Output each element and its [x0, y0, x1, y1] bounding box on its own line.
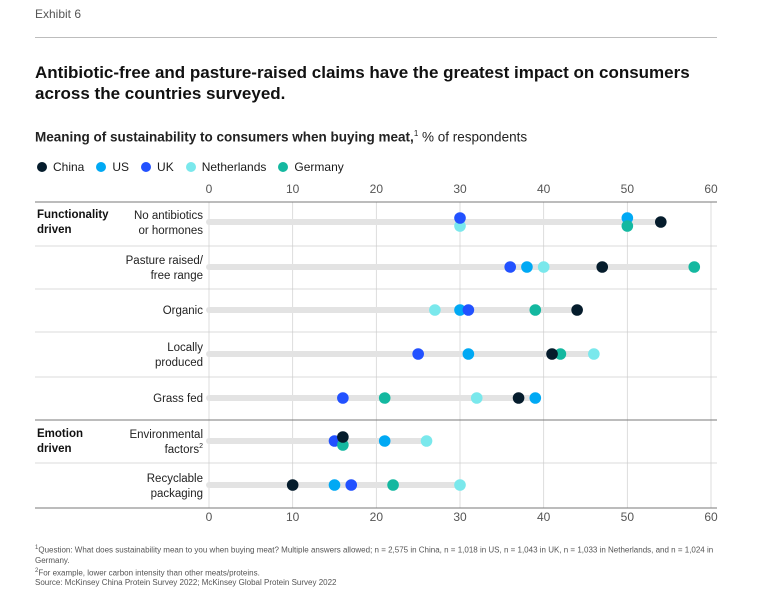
tick-label-top: 0	[206, 182, 213, 196]
row-label: Locally	[167, 342, 203, 354]
row-label: Environmental	[129, 429, 203, 441]
dot-netherlands	[537, 261, 550, 273]
dot-netherlands	[429, 304, 441, 316]
dot-uk	[337, 392, 349, 404]
legend-dot-us	[96, 162, 107, 172]
legend-dot-china	[37, 162, 47, 172]
legend-item-netherlands: Netherlands	[185, 160, 267, 174]
dot-germany	[387, 479, 399, 491]
footnote-1: 1Question: What does sustainability mean…	[35, 543, 725, 566]
dot-germany	[621, 220, 634, 232]
dot-uk	[462, 304, 475, 316]
row-label: packaging	[151, 488, 203, 500]
legend-dot-uk	[141, 162, 152, 172]
tick-label-top: 20	[370, 182, 384, 196]
dot-us	[521, 261, 533, 273]
legend-item-china: China	[37, 160, 84, 174]
tick-label-bottom: 30	[453, 510, 467, 524]
dot-china	[655, 216, 667, 228]
footnote-2-text: For example, lower carbon intensity than…	[38, 568, 260, 578]
legend-dot-germany	[278, 162, 289, 172]
row-label: produced	[155, 357, 203, 369]
footnotes: 1Question: What does sustainability mean…	[35, 543, 725, 588]
dot-netherlands	[420, 435, 433, 447]
dot-us	[462, 348, 475, 360]
dot-germany	[337, 439, 349, 451]
dot-us	[378, 435, 391, 447]
legend-label: Netherlands	[201, 160, 267, 174]
dot-us	[529, 392, 542, 404]
dot-us	[328, 479, 341, 491]
dot-china	[337, 431, 349, 443]
row-label: No antibiotics	[134, 210, 203, 222]
row-label: factors2	[165, 443, 204, 456]
tick-label-top: 50	[621, 182, 635, 196]
dot-china	[571, 304, 583, 316]
dot-germany	[378, 392, 391, 404]
tick-label-bottom: 60	[704, 510, 718, 524]
dot-china	[546, 348, 558, 360]
tick-label-top: 10	[286, 182, 300, 196]
legend-item-germany: Germany	[278, 160, 344, 174]
dot-china	[286, 479, 299, 491]
footnote-2: 2For example, lower carbon intensity tha…	[35, 566, 725, 579]
chart-subtitle: Meaning of sustainability to consumers w…	[35, 129, 527, 145]
legend-label: US	[112, 160, 130, 174]
dot-netherlands	[454, 479, 466, 491]
dot-china	[596, 261, 609, 273]
tick-label-bottom: 0	[206, 510, 213, 524]
row-label: or hormones	[138, 225, 203, 237]
top-divider	[35, 37, 717, 38]
subtitle-bold: Meaning of sustainability to consumers w…	[35, 129, 414, 145]
tick-label-top: 60	[704, 182, 718, 196]
dot-germany	[688, 261, 701, 273]
dot-germany	[529, 304, 542, 316]
legend-label: Germany	[294, 160, 344, 174]
legend-dot-netherlands	[185, 162, 196, 172]
legend: China US UK Netherlands Germany	[37, 160, 356, 174]
source-note: Source: McKinsey China Protein Survey 20…	[35, 578, 337, 588]
dot-us	[621, 212, 634, 224]
dot-uk	[454, 212, 466, 224]
group-label: Functionality	[37, 209, 109, 221]
row-label: free range	[151, 270, 203, 282]
row-label: Pasture raised/	[126, 255, 204, 267]
group-label: driven	[37, 443, 72, 455]
chart-title: Antibiotic-free and pasture-raised claim…	[35, 63, 690, 103]
dot-netherlands	[470, 392, 483, 404]
tick-label-bottom: 10	[286, 510, 300, 524]
footnote-1-text: Question: What does sustainability mean …	[35, 545, 714, 565]
footnote-2-marker: 2	[35, 567, 39, 574]
dot-uk	[412, 348, 424, 360]
footnote-1-marker: 1	[35, 545, 39, 551]
dot-china	[512, 392, 525, 404]
tick-label-bottom: 40	[537, 510, 551, 524]
row-label: Organic	[163, 305, 204, 317]
dot-us	[454, 304, 466, 316]
subtitle-footnote-marker: 1	[413, 129, 419, 138]
dot-uk	[504, 261, 516, 273]
group-label: driven	[37, 224, 72, 236]
group-label: Emotion	[37, 428, 83, 440]
tick-label-bottom: 20	[370, 510, 384, 524]
dot-netherlands	[588, 348, 600, 360]
dot-germany	[554, 348, 567, 360]
row-label: Grass fed	[153, 393, 203, 405]
subtitle-unit: % of respondents	[418, 129, 528, 145]
legend-item-uk: UK	[141, 160, 174, 174]
dot-plot-chart: 0 0 10 10 20 20 30 30 40 40 50 50 60 60 Functionality d…	[35, 182, 718, 524]
dot-netherlands	[454, 220, 466, 232]
dot-uk	[345, 479, 358, 491]
tick-label-bottom: 50	[621, 510, 635, 524]
exhibit-label: Exhibit 6	[35, 7, 82, 21]
legend-item-us: US	[96, 160, 129, 174]
tick-label-top: 30	[453, 182, 467, 196]
tick-label-top: 40	[537, 182, 551, 196]
row-label: Recyclable	[147, 473, 203, 485]
legend-label: China	[53, 160, 85, 174]
legend-label: UK	[157, 160, 174, 174]
